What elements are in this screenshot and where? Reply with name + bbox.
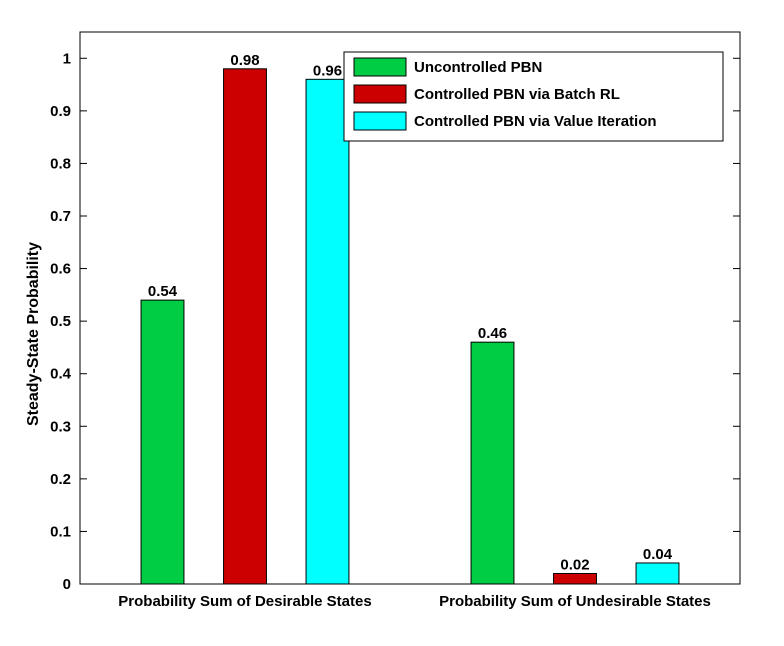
y-tick-label: 0.6 [50,261,71,278]
bar-3-1 [305,78,350,585]
bar-value-label: 0.98 [230,52,259,69]
x-axis-category-labels: Probability Sum of Desirable States Proba… [118,593,711,610]
bar-value-label: 0.02 [560,556,589,573]
legend: Uncontrolled PBN Controlled PBN via Batch… [343,51,724,142]
bar-2-1 [223,68,267,585]
legend-box [343,51,724,142]
y-tick-label: 0.3 [50,418,71,435]
y-tick-label: 0.2 [50,471,71,488]
y-axis-label: Steady-State Probability [25,242,42,426]
y-tick-label: 0.5 [50,313,71,330]
x-category-label: Probability Sum of Desirable States [118,593,371,610]
y-tick-label: 0.1 [50,523,71,540]
bar-value-label: 0.54 [148,283,178,300]
y-tick-label: 0 [63,576,71,593]
bar-value-label: 0.46 [478,325,507,342]
bar-2-2 [553,572,597,585]
y-tick-label: 0.8 [50,155,71,172]
legend-swatch [353,57,407,77]
legend-label: Uncontrolled PBN [414,59,542,76]
bar-value-label: 0.04 [643,546,673,563]
bar-1-1 [140,299,185,585]
x-category-label: Probability Sum of Undesirable States [439,593,711,610]
legend-swatch [353,111,407,131]
bar-1-2 [470,341,515,585]
legend-label: Controlled PBN via Value Iteration [414,113,657,130]
bar-3-2 [635,562,680,585]
y-tick-label: 1 [63,50,71,67]
bars: 0.54 0.98 0.96 0.46 0.02 0.04 [140,52,680,585]
bar-value-label: 0.96 [313,62,342,79]
y-axis-ticks: 0 0.1 0.2 0.3 0.4 0.5 0.6 0.7 0.8 0.9 1 [50,50,740,593]
y-tick-label: 0.4 [50,366,72,383]
y-tick-label: 0.7 [50,208,71,225]
y-tick-label: 0.9 [50,103,71,120]
legend-swatch [353,84,407,104]
legend-label: Controlled PBN via Batch RL [414,86,620,103]
